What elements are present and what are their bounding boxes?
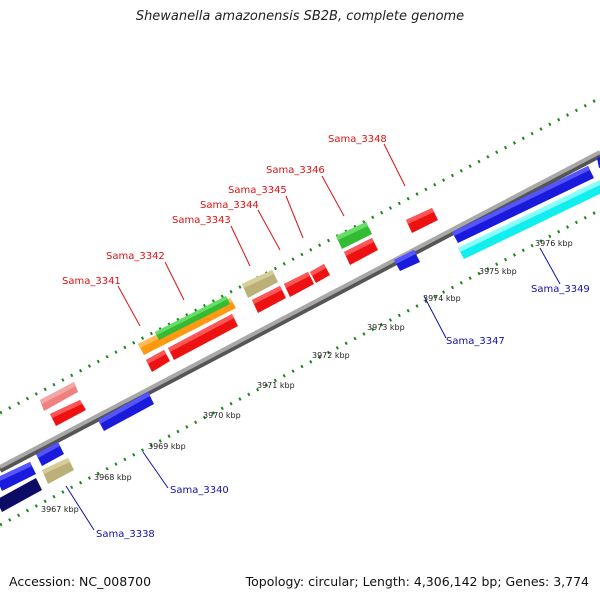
position-label-3975: 3975 kbp — [479, 267, 517, 276]
position-label-3967: 3967 kbp — [41, 505, 79, 514]
gene-label-sama-3342[interactable]: Sama_3342 — [106, 251, 165, 262]
gene-khaki-sama-3343[interactable] — [242, 270, 278, 298]
callout-sama-3347 — [423, 295, 447, 339]
gene-navy-left[interactable] — [0, 478, 42, 512]
callout-sama-3349 — [539, 247, 561, 285]
position-label-3970: 3970 kbp — [203, 411, 241, 420]
gene-cyan-sama-3349[interactable] — [458, 180, 600, 259]
callout-sama-3340 — [142, 451, 169, 489]
gene-label-sama-3349[interactable]: Sama_3349 — [531, 284, 590, 295]
gene-label-sama-3344[interactable]: Sama_3344 — [200, 200, 259, 211]
gene-label-sama-3347[interactable]: Sama_3347 — [446, 336, 505, 347]
gene-pink[interactable] — [40, 382, 78, 411]
callout-sama-3348 — [383, 143, 406, 187]
gene-red-long[interactable] — [168, 314, 238, 360]
gene-blue-small-left[interactable] — [36, 442, 64, 466]
gene-blue-left[interactable] — [0, 462, 36, 491]
gene-label-sama-3345[interactable]: Sama_3345 — [228, 185, 287, 196]
position-label-3972: 3972 kbp — [312, 351, 350, 360]
gene-label-sama-3341[interactable]: Sama_3341 — [62, 276, 121, 287]
gene-red-sama-3345[interactable] — [284, 272, 314, 297]
outer-tick-track — [0, 96, 600, 415]
gene-red-sama-3348[interactable] — [406, 208, 438, 233]
gene-label-sama-3338[interactable]: Sama_3338 — [96, 529, 155, 540]
inner-tick-track — [0, 208, 600, 527]
gene-green-sama-3346[interactable] — [336, 222, 372, 249]
map-title: Shewanella amazonensis SB2B, complete ge… — [135, 9, 465, 24]
gene-red-pair-a[interactable] — [146, 350, 170, 372]
gene-blue-long[interactable] — [452, 166, 594, 243]
gene-blue-sama-3347[interactable] — [394, 250, 420, 271]
position-label-3976: 3976 kbp — [535, 239, 573, 248]
position-label-3973: 3973 kbp — [367, 323, 405, 332]
callout-sama-3346 — [321, 175, 345, 217]
gene-red-under-3346[interactable] — [344, 238, 378, 265]
callout-sama-3343 — [230, 225, 251, 267]
gene-label-sama-3348[interactable]: Sama_3348 — [328, 134, 387, 145]
genome-backbone — [0, 150, 600, 469]
callout-sama-3342 — [164, 261, 185, 301]
accession-text: Accession: NC_008700 — [9, 574, 152, 589]
gene-red-left[interactable] — [50, 400, 86, 426]
gene-label-sama-3346[interactable]: Sama_3346 — [266, 165, 325, 176]
genome-stats-text: Topology: circular; Length: 4,306,142 bp… — [245, 574, 589, 589]
gene-red-small[interactable] — [310, 264, 330, 283]
callout-sama-3341 — [117, 285, 141, 327]
gene-khaki-sama-3338[interactable] — [42, 458, 74, 484]
backbone-shadow — [0, 152, 600, 473]
callout-sama-3338 — [65, 485, 95, 531]
gene-blue-sama-3340[interactable] — [98, 392, 154, 431]
gene-red-sama-3344[interactable] — [252, 286, 286, 313]
callout-sama-3344 — [257, 209, 281, 251]
position-label-3968: 3968 kbp — [94, 473, 132, 482]
position-label-3974: 3974 kbp — [423, 294, 461, 303]
gene-label-sama-3343[interactable]: Sama_3343 — [172, 215, 231, 226]
gene-blue-edge[interactable] — [597, 155, 600, 168]
gene-label-sama-3340[interactable]: Sama_3340 — [170, 485, 229, 496]
position-label-3969: 3969 kbp — [148, 442, 186, 451]
position-label-3971: 3971 kbp — [257, 381, 295, 390]
callout-sama-3345 — [285, 195, 304, 239]
gene-green-sama-3342[interactable] — [155, 296, 230, 340]
